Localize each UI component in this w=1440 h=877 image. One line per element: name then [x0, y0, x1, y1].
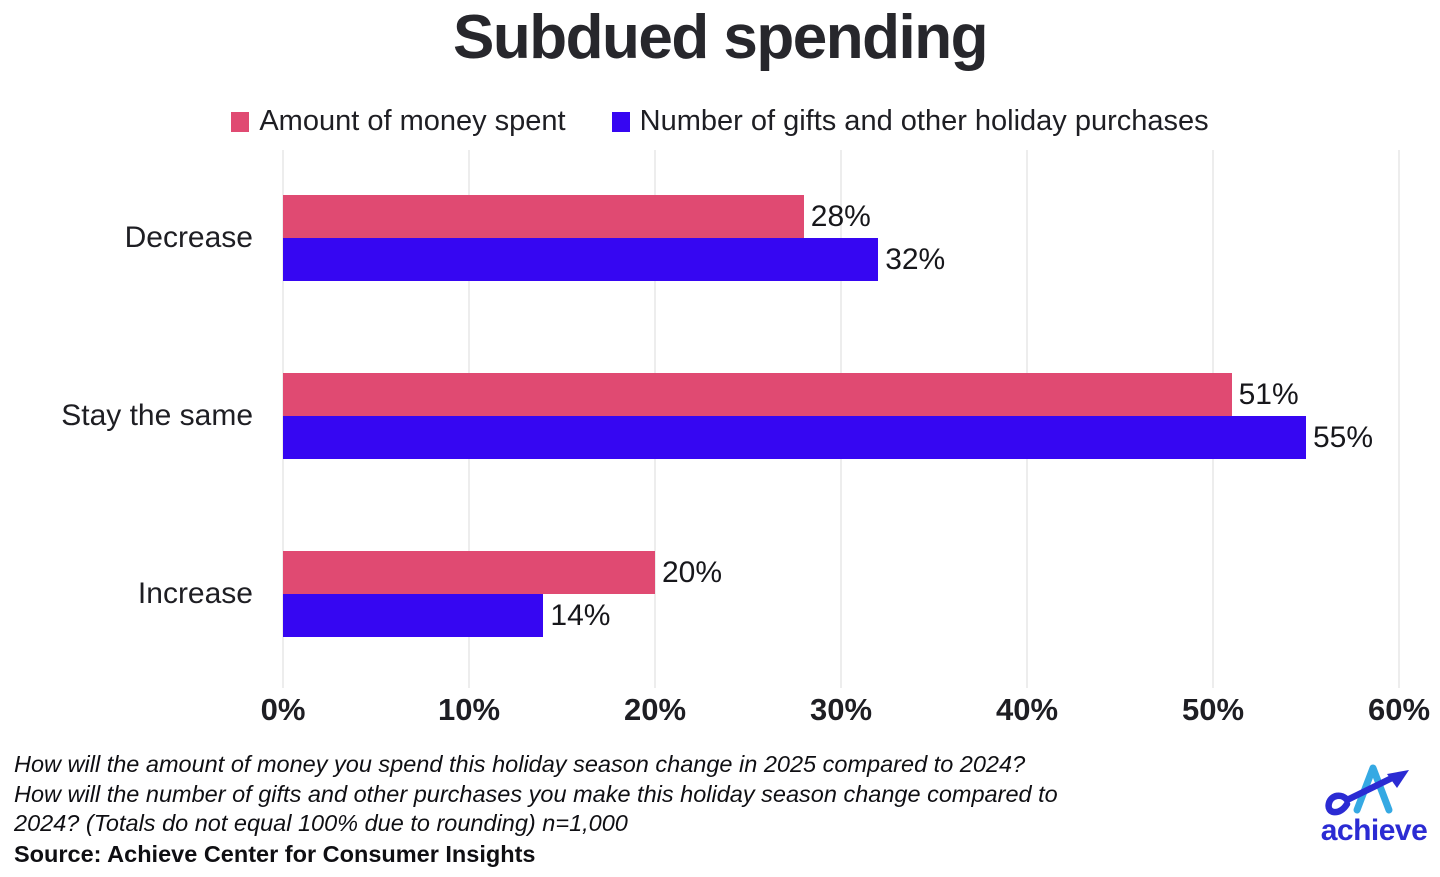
x-tick-label: 10% [437, 692, 501, 727]
x-tick-label: 60% [1367, 692, 1431, 727]
value-label-amount-of-money-spent-increase: 20% [662, 556, 723, 589]
achieve-wordmark: achieve [1320, 814, 1428, 847]
legend-label: Number of gifts and other holiday purcha… [639, 105, 1209, 137]
footnote-line: 2024? (Totals do not equal 100% due to r… [14, 810, 628, 836]
value-label-number-of-gifts-and-other-holiday-purchases-decrease: 32% [885, 243, 946, 276]
category-label-decrease: Decrease [124, 221, 253, 254]
bar-number-of-gifts-and-other-holiday-purchases-increase [283, 594, 544, 637]
achieve-logo-icon [1325, 764, 1409, 816]
footnote: How will the amount of money you spend t… [14, 750, 1284, 869]
value-label-amount-of-money-spent-stay-the-same: 51% [1238, 378, 1299, 411]
chart-title: Subdued spending [453, 3, 988, 72]
achieve-logo: achieve [1314, 760, 1434, 856]
x-tick-label: 30% [809, 692, 873, 727]
legend-swatch [231, 111, 250, 132]
gridline [1398, 150, 1400, 688]
category-label-increase: Increase [137, 577, 253, 610]
bar-amount-of-money-spent-decrease [283, 195, 804, 238]
bar-number-of-gifts-and-other-holiday-purchases-decrease [283, 238, 879, 281]
x-tick-label: 20% [623, 692, 687, 727]
value-label-number-of-gifts-and-other-holiday-purchases-increase: 14% [550, 599, 611, 632]
legend-item-number-of-gifts-and-other-holiday-purchases: Number of gifts and other holiday purcha… [611, 105, 1209, 138]
bar-amount-of-money-spent-increase [283, 551, 655, 594]
legend-item-amount-of-money-spent: Amount of money spent [231, 105, 566, 138]
value-label-amount-of-money-spent-decrease: 28% [810, 200, 871, 233]
footnote-line: How will the amount of money you spend t… [14, 751, 1026, 777]
bar-amount-of-money-spent-stay-the-same [283, 373, 1232, 416]
footnote-line: How will the number of gifts and other p… [14, 780, 1058, 807]
bar-number-of-gifts-and-other-holiday-purchases-stay-the-same [283, 416, 1306, 459]
x-tick-label: 0% [260, 692, 306, 727]
value-label-number-of-gifts-and-other-holiday-purchases-stay-the-same: 55% [1313, 421, 1374, 454]
x-tick-label: 50% [1181, 692, 1245, 727]
legend: Amount of money spent Number of gifts and… [0, 105, 1440, 138]
category-label-stay-the-same: Stay the same [61, 399, 253, 432]
source-text: Source: Achieve Center for Consumer Insi… [14, 840, 536, 867]
legend-label: Amount of money spent [259, 105, 566, 137]
x-tick-label: 40% [995, 692, 1059, 727]
legend-swatch [611, 111, 630, 132]
